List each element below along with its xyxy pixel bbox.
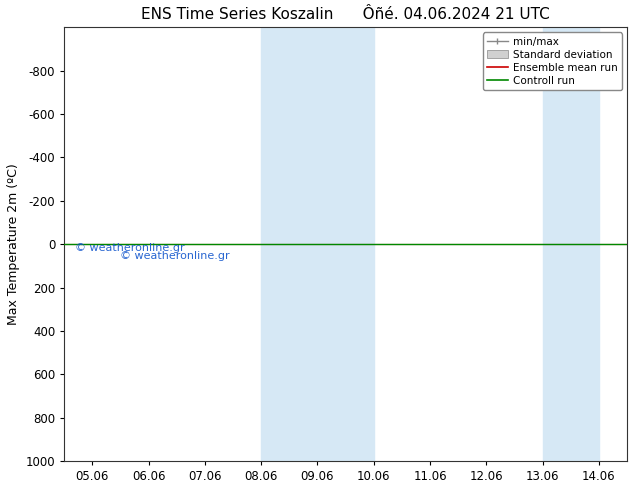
Y-axis label: Max Temperature 2m (ºC): Max Temperature 2m (ºC) [7, 163, 20, 325]
Text: © weatheronline.gr: © weatheronline.gr [75, 243, 185, 253]
Bar [318, 27, 374, 461]
Legend: min/max, Standard deviation, Ensemble mean run, Controll run: min/max, Standard deviation, Ensemble me… [482, 32, 622, 90]
Bar [543, 27, 599, 461]
Bar [261, 27, 318, 461]
Title: ENS Time Series Koszalin      Ôñé. 04.06.2024 21 UTC: ENS Time Series Koszalin Ôñé. 04.06.2024… [141, 7, 550, 22]
Text: © weatheronline.gr: © weatheronline.gr [120, 251, 230, 261]
